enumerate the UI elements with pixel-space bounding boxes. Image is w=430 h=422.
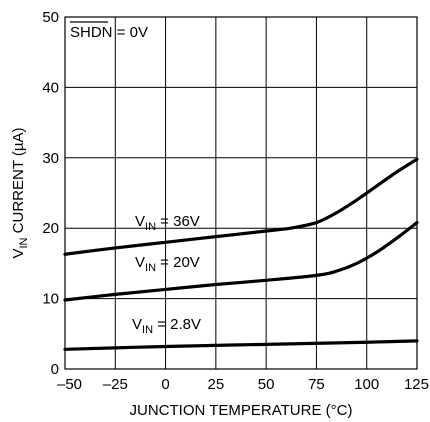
y-tick-label: 40 (42, 79, 59, 96)
plot-frame (64, 16, 418, 370)
x-tick-label: 100 (354, 376, 379, 393)
x-tick-label: 50 (258, 376, 275, 393)
x-axis-label: JUNCTION TEMPERATURE (°C) (130, 402, 353, 419)
x-tick-label: 125 (404, 376, 429, 393)
x-tick-label: –50 (57, 376, 82, 393)
y-tick-label: 20 (42, 220, 59, 237)
curve-vin-20v (63, 220, 419, 302)
x-tick-label: 25 (208, 376, 225, 393)
x-tick-label: 0 (161, 376, 169, 393)
x-tick-label: –25 (103, 376, 128, 393)
shdn-text: SHDN (70, 24, 113, 41)
shdn-annotation: SHDN = 0V (70, 24, 148, 41)
x-tick-label: 75 (308, 376, 325, 393)
series-label-36v: VIN = 36V (135, 213, 200, 233)
y-tick-label: 50 (42, 9, 59, 26)
y-axis-label: VIN CURRENT (µA) (10, 127, 30, 258)
y-tick-label: 10 (42, 291, 59, 308)
curves (63, 157, 419, 351)
shdn-rest: = 0V (113, 24, 148, 41)
y-tick-labels: 0 10 20 30 40 50 (42, 9, 59, 378)
y-tick-label: 0 (51, 361, 59, 378)
series-label-20v: VIN = 20V (135, 254, 200, 274)
curve-vin-2-8v (63, 339, 419, 351)
y-tick-label: 30 (42, 150, 59, 167)
curve-vin-36v (63, 157, 419, 256)
x-tick-labels: –50 –25 0 25 50 75 100 125 (57, 376, 429, 393)
series-label-2-8v: VIN = 2.8V (132, 316, 201, 336)
